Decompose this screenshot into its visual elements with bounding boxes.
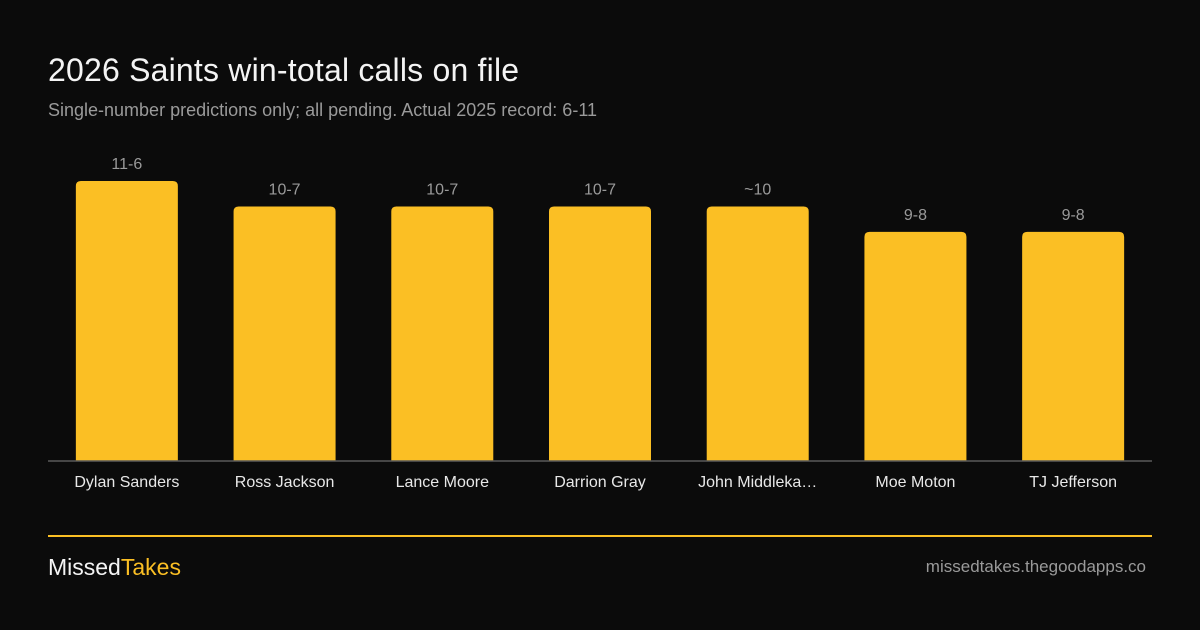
x-tick-label: TJ Jefferson [1029,474,1117,491]
x-tick-label: Moe Moton [875,474,955,491]
data-label: 9-8 [1062,207,1085,224]
bar [75,181,178,461]
data-label: 9-8 [904,207,927,224]
data-label: 10-7 [584,181,616,198]
bars-layer: 11-6 Dylan Sanders 10-7 Ross Jackson 10-7 Lan… [74,156,1125,491]
bar [864,231,967,461]
brand-logo: MissedTakes [48,554,181,581]
bar [706,206,809,461]
brand-takes: Takes [120,554,181,580]
data-label: 10-7 [426,181,458,198]
data-label: 10-7 [269,181,301,198]
bar [549,206,651,461]
site-url: missedtakes.thegoodapps.co [925,557,1146,576]
chart-title: 2026 Saints win-total calls on file [48,52,520,88]
data-label: 11-6 [111,156,142,173]
x-tick-label: John Middleka… [698,474,817,491]
footer-divider [48,535,1152,537]
bar [391,206,494,461]
bar [1022,231,1125,461]
bar [233,206,336,461]
brand-missed: Missed [48,554,121,580]
data-label: ~10 [744,181,771,198]
x-tick-label: Ross Jackson [235,474,335,491]
x-tick-label: Dylan Sanders [74,474,179,491]
x-tick-label: Darrion Gray [554,474,646,491]
x-tick-label: Lance Moore [396,474,489,491]
chart-subtitle: Single-number predictions only; all pend… [48,100,597,120]
